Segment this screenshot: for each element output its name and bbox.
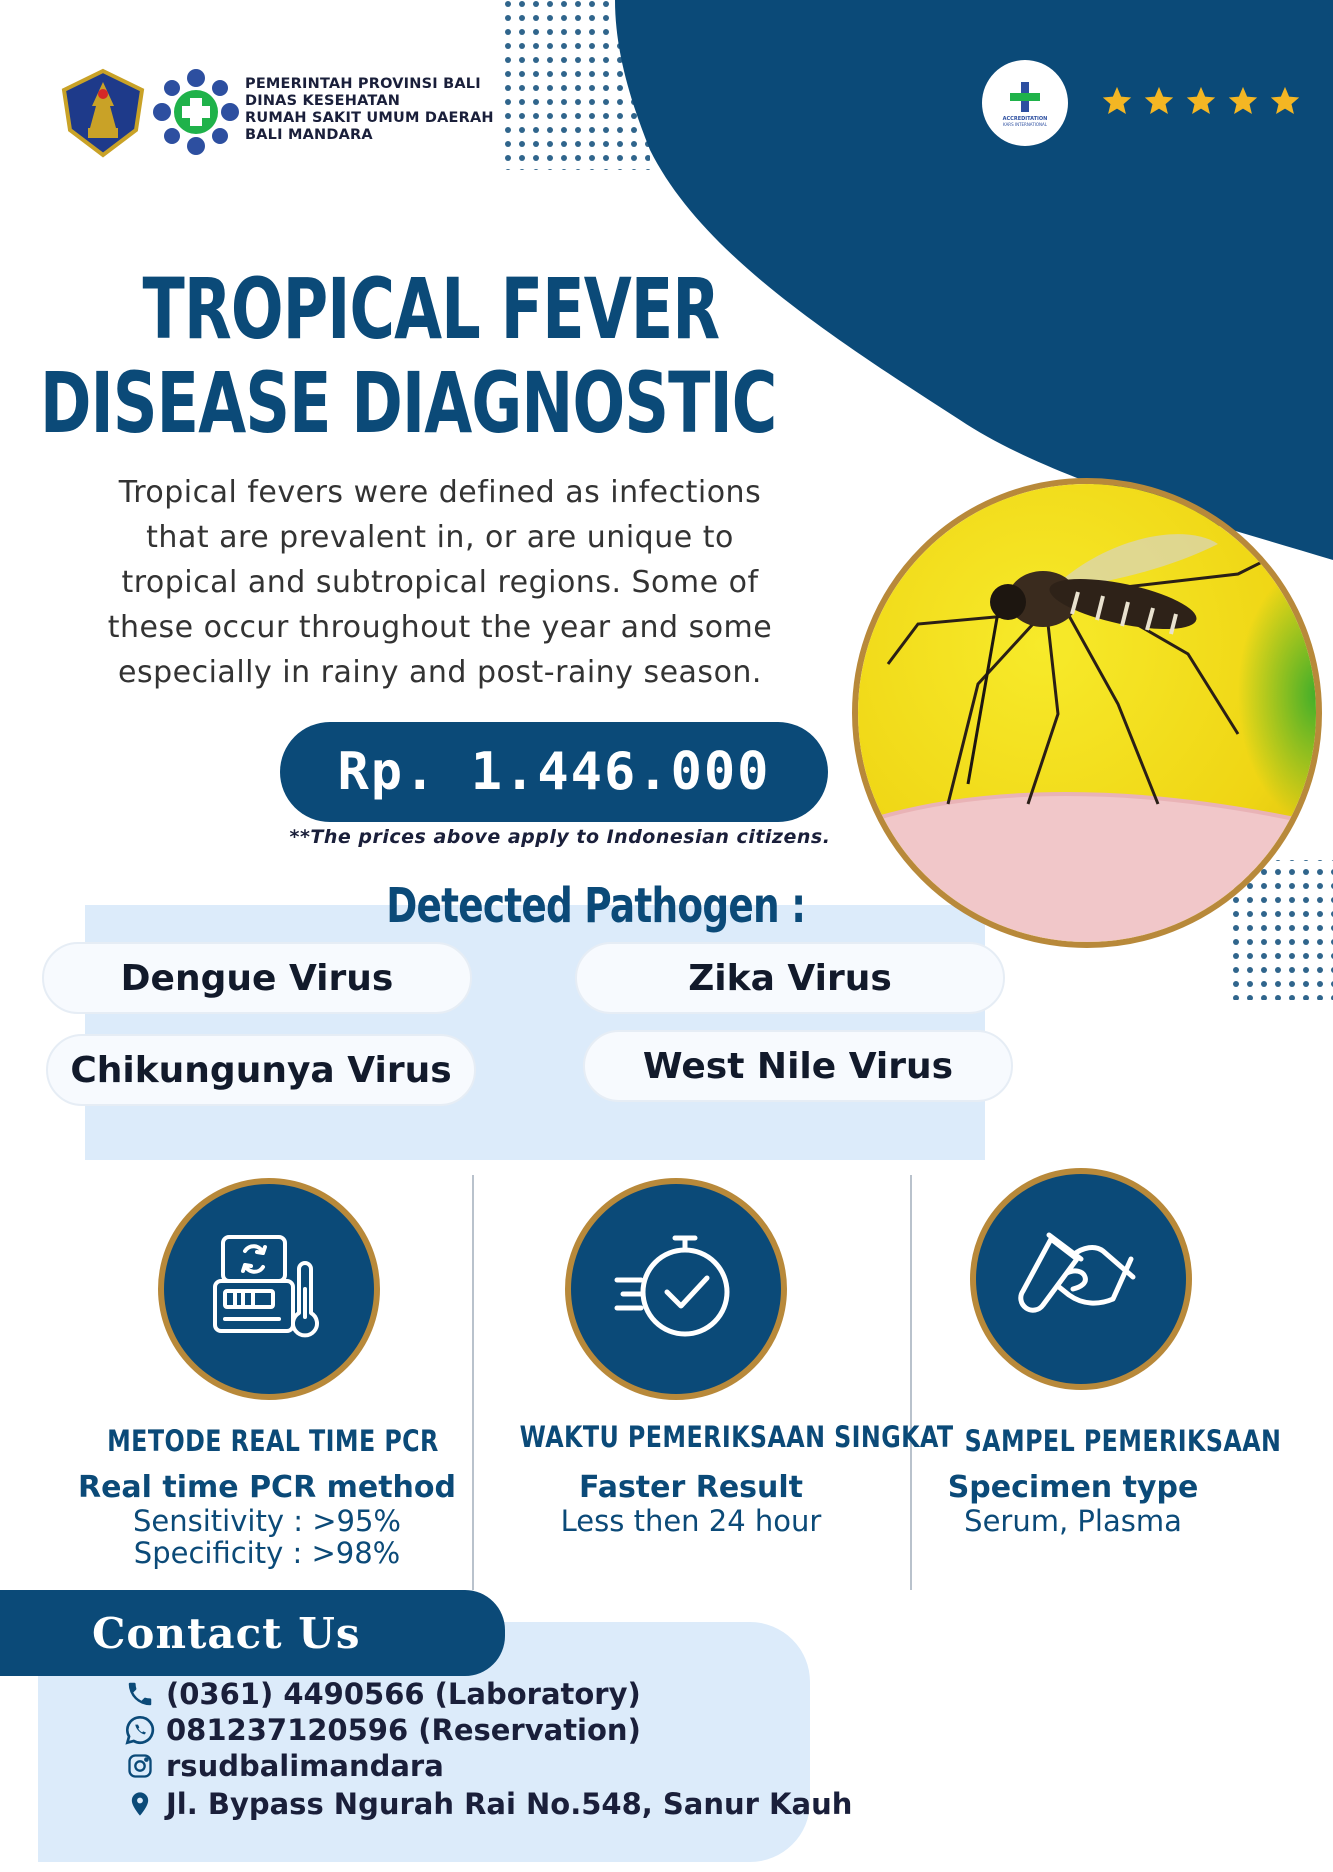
contact-header: Contact Us [0, 1590, 505, 1676]
pathogen-pill: Chikungunya Virus [46, 1034, 476, 1106]
accreditation-cross-icon [1010, 81, 1040, 112]
phone-icon [122, 1676, 158, 1712]
pcr-machine-icon [158, 1178, 380, 1400]
feature-detail: Serum, Plasma [964, 1504, 1182, 1538]
contact-address[interactable]: Jl. Bypass Ngurah Rai No.548, Sanur Kauh [122, 1786, 852, 1822]
hospital-logo-icon [153, 69, 239, 155]
pathogen-title: Detected Pathogen : [386, 878, 806, 934]
feature-heading: METODE REAL TIME PCR [107, 1424, 439, 1458]
org-line: PEMERINTAH PROVINSI BALI [245, 76, 481, 92]
stopwatch-check-icon [565, 1178, 787, 1400]
feature-subtitle: Specimen type [947, 1470, 1199, 1505]
accreditation-badge: ACCREDITATION KARS INTERNATIONAL [982, 60, 1068, 146]
mosquito-photo [852, 478, 1322, 948]
description-line: tropical and subtropical regions. Some o… [121, 565, 759, 600]
accreditation-sublabel: KARS INTERNATIONAL [1003, 121, 1047, 127]
feature-detail: Sensitivity : >95% [133, 1504, 401, 1538]
star-icon [1144, 86, 1174, 115]
feature-subtitle: Real time PCR method [77, 1470, 457, 1505]
contact-phone-text: (0361) 4490566 (Laboratory) [166, 1677, 641, 1711]
rating-stars [1100, 84, 1302, 118]
feature-subtitle: Faster Result [578, 1470, 804, 1505]
contact-whatsapp-text: 081237120596 (Reservation) [166, 1713, 641, 1747]
feature-heading: WAKTU PEMERIKSAAN SINGKAT [519, 1420, 954, 1454]
description-line: that are prevalent in, or are unique to [146, 520, 734, 555]
test-tube-hand-icon [970, 1168, 1192, 1390]
description-line: especially in rainy and post-rainy seaso… [118, 655, 762, 690]
contact-address-text: Jl. Bypass Ngurah Rai No.548, Sanur Kauh [166, 1787, 853, 1821]
title-line-2: DISEASE DIAGNOSTIC [40, 354, 777, 452]
org-line: BALI MANDARA [245, 127, 373, 143]
location-pin-icon [122, 1786, 158, 1822]
pathogen-pill: West Nile Virus [583, 1030, 1013, 1102]
contact-instagram-text: rsudbalimandara [166, 1749, 444, 1783]
description-line: Tropical fevers were defined as infectio… [118, 475, 762, 510]
bali-province-crest-icon [61, 68, 145, 158]
whatsapp-icon [122, 1712, 158, 1748]
org-line: DINAS KESEHATAN [245, 93, 401, 109]
contact-whatsapp[interactable]: 081237120596 (Reservation) [122, 1712, 641, 1748]
star-icon [1102, 86, 1132, 115]
contact-phone[interactable]: (0361) 4490566 (Laboratory) [122, 1676, 641, 1712]
star-icon [1186, 86, 1216, 115]
feature-detail: Less then 24 hour [560, 1504, 822, 1538]
org-line: RUMAH SAKIT UMUM DAERAH [245, 110, 494, 126]
price-note: **The prices above apply to Indonesian c… [289, 826, 831, 848]
contact-instagram[interactable]: rsudbalimandara [122, 1748, 444, 1784]
star-icon [1228, 86, 1258, 115]
price-badge: Rp. 1.446.000 [280, 722, 828, 822]
instagram-icon [122, 1748, 158, 1784]
pathogen-pill: Dengue Virus [42, 942, 472, 1014]
title-line-1: TROPICAL FEVER [142, 260, 721, 358]
organization-name: PEMERINTAH PROVINSI BALI DINAS KESEHATAN… [245, 76, 494, 144]
star-icon [1270, 86, 1300, 115]
contact-title: Contact Us [92, 1608, 361, 1658]
feature-detail: Specificity : >98% [133, 1536, 401, 1570]
pathogen-pill: Zika Virus [575, 942, 1005, 1014]
page-title: TROPICAL FEVER DISEASE DIAGNOSTIC [40, 260, 777, 452]
feature-heading: SAMPEL PEMERIKSAAN [964, 1424, 1282, 1458]
description: Tropical fevers were defined as infectio… [80, 470, 800, 695]
feature-divider [910, 1175, 912, 1590]
accreditation-label: ACCREDITATION [1002, 115, 1048, 122]
description-line: these occur throughout the year and some [107, 610, 773, 645]
feature-divider [472, 1175, 474, 1590]
background-navy-shape [500, 0, 1333, 1000]
mosquito-illustration [858, 484, 1316, 942]
